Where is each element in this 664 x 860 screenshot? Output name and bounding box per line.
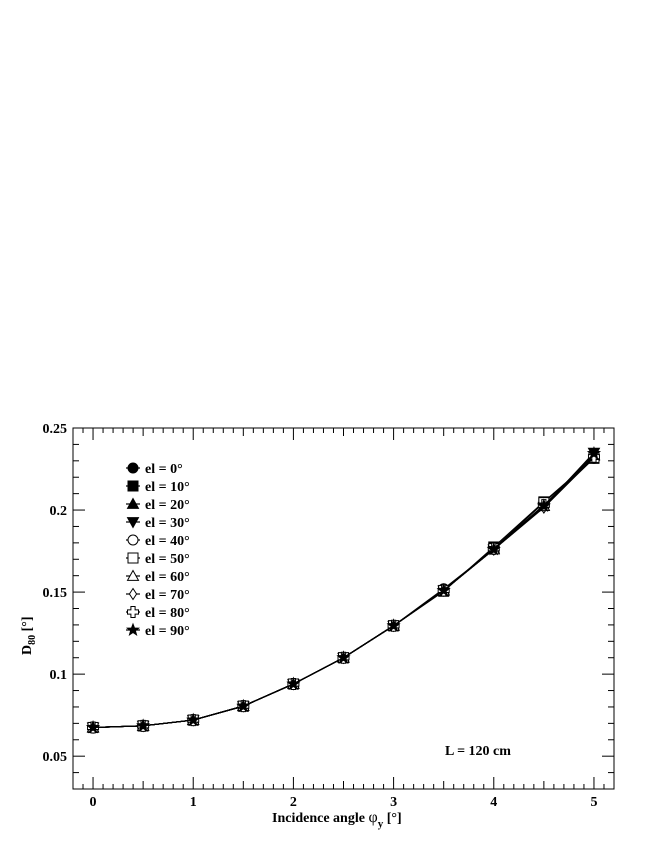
- data-point: [486, 542, 501, 556]
- data-point: [136, 718, 151, 732]
- y-tick-label: 0.1: [50, 668, 68, 683]
- data-point: [85, 720, 101, 734]
- y-tick-label: 0.2: [50, 504, 68, 519]
- x-tick-label: 5: [590, 795, 597, 810]
- series-layer: [85, 445, 602, 734]
- legend: el = 0° el = 10° el = 20° el = 30° el = 40° e…: [125, 462, 190, 639]
- x-axis-title-main: Incidence angle: [272, 811, 368, 826]
- data-point: [536, 498, 551, 512]
- x-tick-label: 0: [90, 795, 97, 810]
- legend-entry: el = 0°: [126, 462, 183, 477]
- x-tick-label: 1: [190, 795, 197, 810]
- x-tick-label: 2: [290, 795, 297, 810]
- legend-marker: [127, 534, 139, 546]
- legend-entry: el = 80°: [126, 606, 190, 621]
- y-tick-label: 0.25: [43, 422, 68, 437]
- legend-label: el = 50°: [145, 552, 190, 567]
- x-axis-title-unit: [°]: [383, 811, 401, 826]
- x-axis-title-sub: y: [378, 818, 384, 830]
- y-axis-title-sub: 80: [27, 635, 38, 645]
- legend-label: el = 70°: [145, 588, 190, 603]
- legend-marker: [127, 606, 139, 618]
- legend-entry: el = 60°: [126, 569, 190, 585]
- data-point: [586, 445, 602, 460]
- legend-entry: el = 10°: [126, 480, 190, 495]
- axis-ticks: 0 1 2 3 4 5 0.05 0.1 0.15 0.2 0.25: [43, 422, 615, 810]
- y-axis-title: D80 [°]: [20, 616, 38, 655]
- data-point: [436, 583, 451, 597]
- legend-label: el = 60°: [145, 570, 190, 585]
- legend-marker: [125, 622, 141, 637]
- legend-label: el = 0°: [145, 462, 183, 477]
- x-tick-label: 4: [490, 795, 497, 810]
- legend-marker: [126, 569, 140, 581]
- data-point: [386, 618, 401, 632]
- legend-marker: [127, 480, 139, 492]
- data-point: [186, 712, 201, 727]
- legend-marker: [127, 552, 139, 564]
- y-tick-label: 0.15: [43, 586, 68, 601]
- legend-marker: [128, 587, 138, 601]
- x-axis-title: Incidence angle φy [°]: [272, 809, 402, 830]
- legend-marker: [126, 517, 140, 529]
- legend-label: el = 10°: [145, 480, 190, 495]
- y-axis-title-unit: [°]: [20, 616, 35, 634]
- legend-entry: el = 20°: [126, 497, 190, 513]
- data-point: [336, 650, 351, 664]
- legend-label: el = 30°: [145, 516, 190, 531]
- legend-label: el = 80°: [145, 606, 190, 621]
- x-tick-label: 3: [390, 795, 397, 810]
- legend-entry: el = 40°: [126, 534, 190, 549]
- legend-marker: [127, 462, 139, 474]
- legend-label: el = 40°: [145, 534, 190, 549]
- annotation-label: L = 120 cm: [445, 744, 511, 759]
- y-axis-title-main: D: [20, 645, 35, 655]
- legend-entry: el = 90°: [125, 622, 190, 639]
- legend-entry: el = 50°: [126, 552, 190, 567]
- legend-marker: [126, 497, 140, 509]
- legend-label: el = 20°: [145, 498, 190, 513]
- legend-entry: el = 70°: [126, 587, 190, 603]
- legend-label: el = 90°: [145, 624, 190, 639]
- data-point: [236, 698, 251, 713]
- data-point: [286, 676, 301, 690]
- y-tick-label: 0.05: [43, 750, 68, 765]
- series-9: [85, 445, 602, 734]
- legend-entry: el = 30°: [126, 516, 190, 531]
- x-axis-title-symbol: φ: [368, 809, 377, 826]
